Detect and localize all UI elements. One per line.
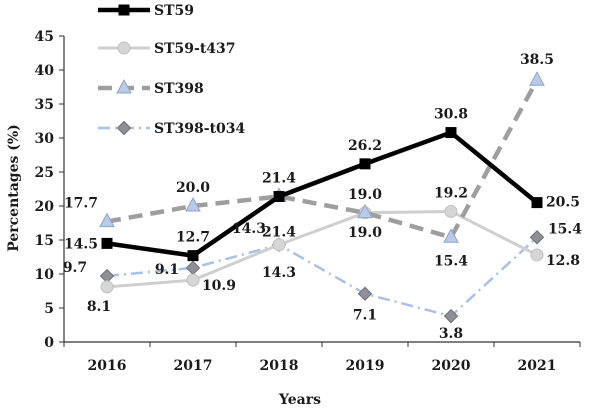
x-tick-label: 2019 bbox=[346, 358, 385, 374]
legend: ST59 ST59-t437 ST398 ST398-t034 bbox=[98, 3, 246, 137]
data-label: 20.5 bbox=[546, 195, 580, 211]
data-point-marker bbox=[443, 228, 459, 243]
data-point-marker bbox=[357, 286, 373, 301]
data-label: 17.7 bbox=[64, 196, 98, 212]
data-labels: 14.5 12.7 21.4 26.2 30.8 20.5 8.1 9.1 14.3 19.0 19… bbox=[63, 52, 582, 342]
legend-marker bbox=[116, 120, 132, 136]
legend-marker bbox=[116, 78, 132, 94]
data-point-marker bbox=[100, 280, 114, 294]
legend-item-st59-t437: ST59-t437 bbox=[98, 41, 236, 57]
data-label: 14.3 bbox=[262, 265, 296, 281]
y-tick-label: 15 bbox=[35, 233, 54, 249]
x-axis-title: Years bbox=[278, 392, 321, 408]
data-label: 30.8 bbox=[434, 107, 468, 123]
x-tick-label: 2020 bbox=[432, 358, 471, 374]
data-point-marker bbox=[99, 212, 115, 228]
series-line bbox=[106, 130, 539, 258]
data-label: 15.4 bbox=[434, 253, 468, 269]
legend-label: ST398-t034 bbox=[154, 121, 246, 137]
legend-item-st398: ST398 bbox=[98, 78, 204, 97]
data-label: 10.9 bbox=[202, 278, 236, 294]
data-label: 21.4 bbox=[262, 224, 296, 240]
data-point-marker bbox=[187, 250, 199, 262]
data-label: 9.7 bbox=[63, 260, 87, 276]
y-tick-label: 5 bbox=[44, 301, 54, 317]
data-point-marker bbox=[101, 237, 113, 249]
data-point-marker bbox=[444, 204, 458, 218]
data-label: 9.1 bbox=[155, 262, 179, 278]
series-st398 bbox=[99, 71, 545, 243]
x-tick-label: 2021 bbox=[518, 358, 557, 374]
series-line bbox=[106, 79, 539, 240]
data-label: 12.8 bbox=[546, 253, 580, 269]
legend-item-st59: ST59 bbox=[98, 3, 194, 19]
y-tick-label: 30 bbox=[35, 131, 55, 147]
data-point-marker bbox=[186, 273, 200, 287]
series-st59-t437 bbox=[100, 204, 544, 294]
y-tick-label: 0 bbox=[44, 335, 54, 351]
data-label: 8.1 bbox=[87, 299, 111, 315]
data-point-marker bbox=[530, 248, 544, 262]
data-label: 21.4 bbox=[262, 170, 296, 186]
legend-item-st398-t034: ST398-t034 bbox=[98, 120, 246, 137]
data-point-marker bbox=[529, 71, 545, 86]
x-tick-label: 2016 bbox=[88, 358, 127, 374]
data-point-marker bbox=[185, 196, 201, 212]
data-label: 19.0 bbox=[348, 225, 382, 241]
y-tick-label: 10 bbox=[35, 267, 55, 283]
y-tick-label: 40 bbox=[35, 63, 55, 79]
data-point-marker bbox=[529, 230, 545, 245]
legend-label: ST59-t437 bbox=[154, 41, 236, 57]
data-point-marker bbox=[273, 190, 285, 202]
axes: 0 5 10 15 20 25 30 35 40 45 2016 2017 2018 2019 2020 20… bbox=[35, 29, 581, 374]
y-tick-label: 25 bbox=[35, 165, 54, 181]
series-st59 bbox=[101, 127, 543, 262]
data-point-marker bbox=[272, 238, 286, 252]
series-line bbox=[106, 209, 538, 289]
data-label: 14.5 bbox=[64, 236, 98, 252]
data-point-marker bbox=[443, 308, 459, 324]
data-point-marker bbox=[445, 127, 457, 139]
x-tick-label: 2018 bbox=[260, 358, 299, 374]
legend-label: ST398 bbox=[154, 81, 204, 97]
data-label: 19.0 bbox=[348, 187, 382, 203]
data-label: 38.5 bbox=[520, 52, 554, 68]
y-tick-label: 35 bbox=[35, 97, 54, 113]
y-tick-label: 45 bbox=[35, 29, 54, 45]
legend-label: ST59 bbox=[154, 3, 194, 19]
data-label: 7.1 bbox=[353, 308, 377, 324]
legend-marker bbox=[118, 4, 130, 16]
series-line bbox=[106, 236, 538, 318]
data-label: 3.8 bbox=[439, 326, 463, 342]
data-point-marker bbox=[185, 260, 201, 276]
data-point-marker bbox=[357, 203, 373, 219]
data-label: 15.4 bbox=[548, 221, 582, 237]
data-point-marker bbox=[531, 197, 543, 209]
data-label: 14.3 bbox=[232, 221, 266, 237]
legend-marker bbox=[117, 41, 131, 55]
data-point-marker bbox=[359, 158, 371, 170]
data-label: 26.2 bbox=[348, 138, 382, 154]
y-axis-title: Percentages (%) bbox=[6, 124, 22, 252]
x-tick-label: 2017 bbox=[174, 358, 213, 374]
series-st398-t034 bbox=[99, 230, 545, 324]
data-label: 19.2 bbox=[434, 185, 468, 201]
y-tick-label: 20 bbox=[35, 199, 55, 215]
data-label: 20.0 bbox=[176, 180, 210, 196]
series-layer bbox=[99, 71, 545, 324]
data-label: 12.7 bbox=[176, 230, 210, 246]
